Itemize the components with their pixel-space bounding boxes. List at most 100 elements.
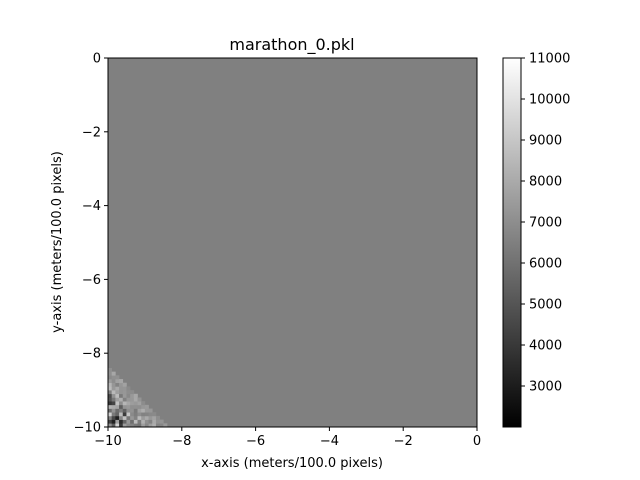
colorbar-tick-label: 9000 [529, 134, 562, 149]
heatmap-cell [130, 393, 135, 398]
heatmap-cell [137, 408, 142, 413]
heatmap-cell [141, 404, 146, 409]
heatmap-cell [115, 382, 120, 387]
heatmap-cell [108, 382, 112, 387]
heatmap-cell [126, 408, 131, 413]
heatmap-cell [119, 419, 124, 424]
heatmap-cell [137, 412, 142, 417]
heatmap-cell [122, 404, 127, 409]
heatmap-cell [152, 412, 157, 417]
heatmap-cell [122, 415, 127, 420]
heatmap-cell [108, 419, 112, 424]
heatmap-cell [108, 386, 112, 391]
heatmap-cell [122, 408, 127, 413]
y-axis-label: y-axis (meters/100.0 pixels) [50, 151, 65, 333]
heatmap-cell [115, 379, 120, 384]
heatmap-cell [111, 393, 116, 398]
heatmap-cell [119, 397, 124, 402]
heatmap-cell [122, 419, 127, 424]
heatmap-cell [111, 423, 116, 428]
heatmap-cell [155, 415, 160, 420]
heatmap-cell [137, 415, 142, 420]
heatmap-cell [159, 419, 164, 424]
heatmap-cell [133, 408, 138, 413]
heatmap-cell [115, 393, 120, 398]
heatmap-cell [115, 415, 120, 420]
heatmap-cell [111, 386, 116, 391]
heatmap-cell [141, 412, 146, 417]
heatmap-cell [111, 408, 116, 413]
heatmap-cell [141, 419, 146, 424]
heatmap-cell [108, 375, 112, 380]
heatmap-cell [119, 412, 124, 417]
heatmap-cell [111, 415, 116, 420]
heatmap-cell [133, 423, 138, 428]
heatmap-cell [152, 415, 157, 420]
heatmap-cell [108, 393, 112, 398]
x-axis-label: x-axis (meters/100.0 pixels) [201, 456, 383, 471]
heatmap-cell [141, 401, 146, 406]
x-tick-label: −2 [394, 434, 413, 449]
heatmap-cell [133, 393, 138, 398]
heatmap-cell [111, 390, 116, 395]
y-tick-label: −8 [82, 347, 101, 362]
x-tick-label: −8 [172, 434, 191, 449]
heatmap-cell [148, 415, 153, 420]
heatmap-cell [119, 408, 124, 413]
heatmap-cell [122, 390, 127, 395]
colorbar-tick-label: 10000 [529, 93, 570, 108]
x-tick-label: −6 [246, 434, 265, 449]
heatmap-cell [126, 386, 131, 391]
heatmap-cell [137, 397, 142, 402]
x-axis-ticks: −10 −8 −6 −4 −2 0 [94, 427, 481, 449]
heatmap-cell [122, 386, 127, 391]
heatmap-cell [130, 404, 135, 409]
colorbar-tick-label: 8000 [529, 175, 562, 190]
heatmap-cell [115, 401, 120, 406]
heatmap-cell [148, 412, 153, 417]
heatmap-cell [119, 393, 124, 398]
heatmap-cell [111, 397, 116, 402]
heatmap-cell [126, 415, 131, 420]
heatmap-cell [126, 390, 131, 395]
heatmap-cell [119, 390, 124, 395]
y-tick-label: 0 [93, 52, 101, 67]
x-tick-label: −4 [320, 434, 339, 449]
heatmap-cell [133, 412, 138, 417]
heatmap-noise-cells [108, 367, 168, 428]
y-axis-ticks: 0 −2 −4 −6 −8 −10 [74, 52, 108, 436]
heatmap-cell [141, 423, 146, 428]
heatmap-cell [111, 419, 116, 424]
heatmap-cell [126, 419, 131, 424]
heatmap-cell [122, 423, 127, 428]
heatmap-cell [122, 397, 127, 402]
heatmap-cell [111, 375, 116, 380]
heatmap-cell [144, 415, 149, 420]
heatmap-cell [115, 397, 120, 402]
heatmap-cell [108, 404, 112, 409]
heatmap-cell [115, 408, 120, 413]
colorbar [502, 57, 522, 428]
colorbar-tick-label: 11000 [529, 52, 570, 67]
heatmap-cell [111, 404, 116, 409]
heatmap-cell [119, 386, 124, 391]
y-tick-label: −10 [74, 421, 101, 436]
heatmap-cell [126, 401, 131, 406]
heatmap-cell [130, 415, 135, 420]
heatmap-cell [111, 382, 116, 387]
heatmap-cell [137, 419, 142, 424]
heatmap-cell [148, 408, 153, 413]
heatmap-cell [130, 423, 135, 428]
heatmap-cell [144, 404, 149, 409]
heatmap-cell [122, 393, 127, 398]
x-tick-label: 0 [473, 434, 481, 449]
heatmap-cell [115, 423, 120, 428]
heatmap-cell [126, 393, 131, 398]
heatmap-cell [108, 390, 112, 395]
heatmap-cell [119, 404, 124, 409]
heatmap-cell [144, 408, 149, 413]
heatmap-cell [115, 412, 120, 417]
heatmap-cell [108, 412, 112, 417]
heatmap-cell [108, 415, 112, 420]
